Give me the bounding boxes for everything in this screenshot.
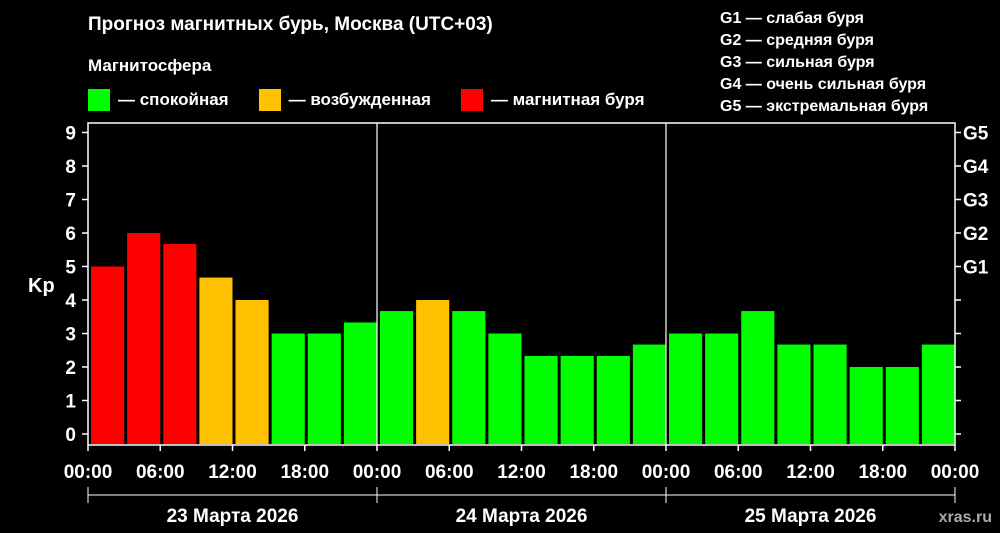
- y-tick-label: 5: [65, 258, 76, 279]
- g-tick-label: G1: [963, 258, 989, 279]
- g-legend-g1: G1 — слабая буря: [720, 10, 865, 27]
- x-tick-label: 18:00: [280, 462, 329, 483]
- x-tick-label: 18:00: [858, 462, 907, 483]
- kp-bar: [705, 333, 739, 444]
- legend-label-excited: — возбужденная: [288, 90, 431, 109]
- color-legend: — спокойная — возбужденная — магнитная б…: [88, 89, 675, 111]
- legend-item-calm: — спокойная: [88, 89, 229, 111]
- y-tick-label: 9: [65, 124, 76, 145]
- kp-bar: [885, 367, 919, 444]
- y-tick-label: 2: [65, 358, 76, 379]
- kp-bar: [741, 311, 775, 444]
- kp-bar: [235, 300, 269, 444]
- kp-bar: [271, 333, 305, 444]
- g-tick-label: G3: [963, 191, 988, 212]
- x-tick-label: 18:00: [569, 462, 618, 483]
- kp-bar: [921, 344, 955, 444]
- kp-bar: [777, 344, 811, 444]
- legend-item-excited: — возбужденная: [258, 89, 431, 111]
- day-label: 24 Марта 2026: [456, 506, 588, 527]
- legend-label-storm: — магнитная буря: [490, 90, 645, 109]
- y-tick-label: 0: [65, 425, 76, 446]
- kp-bar: [91, 266, 125, 444]
- g-legend-g5: G5 — экстремальная буря: [720, 98, 929, 115]
- g-tick-label: G2: [963, 224, 988, 245]
- kp-bar: [452, 311, 486, 444]
- kp-bar: [524, 355, 558, 444]
- x-tick-label: 06:00: [425, 462, 474, 483]
- kp-bar: [849, 367, 883, 444]
- legend-title: Магнитосфера: [88, 56, 212, 75]
- x-tick-label: 12:00: [208, 462, 257, 483]
- kp-bar: [560, 355, 594, 444]
- g-tick-label: G4: [963, 157, 989, 178]
- x-tick-label: 00:00: [64, 462, 113, 483]
- kp-bar: [343, 322, 377, 444]
- x-tick-label: 06:00: [136, 462, 185, 483]
- watermark: xras.ru: [938, 509, 992, 526]
- g-legend-g4: G4 — очень сильная буря: [720, 76, 927, 93]
- x-tick-label: 00:00: [353, 462, 402, 483]
- kp-bar: [632, 344, 666, 444]
- legend-item-storm: — магнитная буря: [460, 89, 645, 111]
- g-legend-g3: G3 — сильная буря: [720, 54, 875, 71]
- kp-bar: [127, 233, 161, 444]
- y-tick-label: 3: [65, 325, 76, 346]
- kp-bar: [380, 311, 414, 444]
- chart-title: Прогноз магнитных бурь, Москва (UTC+03): [88, 14, 493, 35]
- legend-label-calm: — спокойная: [118, 90, 229, 109]
- y-tick-label: 6: [65, 224, 76, 245]
- g-scale-legend: G1 — слабая буря G2 — средняя буря G3 — …: [720, 8, 928, 118]
- y-tick-label: 8: [65, 157, 76, 178]
- x-tick-label: 00:00: [642, 462, 691, 483]
- kp-bar: [307, 333, 341, 444]
- kp-bar: [669, 333, 703, 444]
- legend-swatch-excited: [258, 89, 281, 111]
- kp-bar: [199, 277, 233, 444]
- x-tick-label: 12:00: [497, 462, 546, 483]
- kp-bar: [488, 333, 522, 444]
- kp-bar: [416, 300, 450, 444]
- day-label: 23 Марта 2026: [167, 506, 299, 527]
- x-tick-label: 00:00: [931, 462, 980, 483]
- y-axis-label: Kp: [28, 275, 55, 297]
- kp-bar: [813, 344, 847, 444]
- day-label: 25 Марта 2026: [745, 506, 877, 527]
- x-tick-label: 12:00: [786, 462, 835, 483]
- kp-bar: [163, 244, 197, 444]
- legend-swatch-storm: [460, 89, 483, 111]
- x-tick-label: 06:00: [714, 462, 763, 483]
- g-tick-label: G5: [963, 124, 989, 145]
- legend-swatch-calm: [88, 89, 110, 111]
- y-tick-label: 1: [65, 392, 76, 413]
- kp-bar: [596, 355, 630, 444]
- y-tick-label: 7: [65, 191, 76, 212]
- y-tick-label: 4: [65, 291, 76, 312]
- g-legend-g2: G2 — средняя буря: [720, 32, 874, 49]
